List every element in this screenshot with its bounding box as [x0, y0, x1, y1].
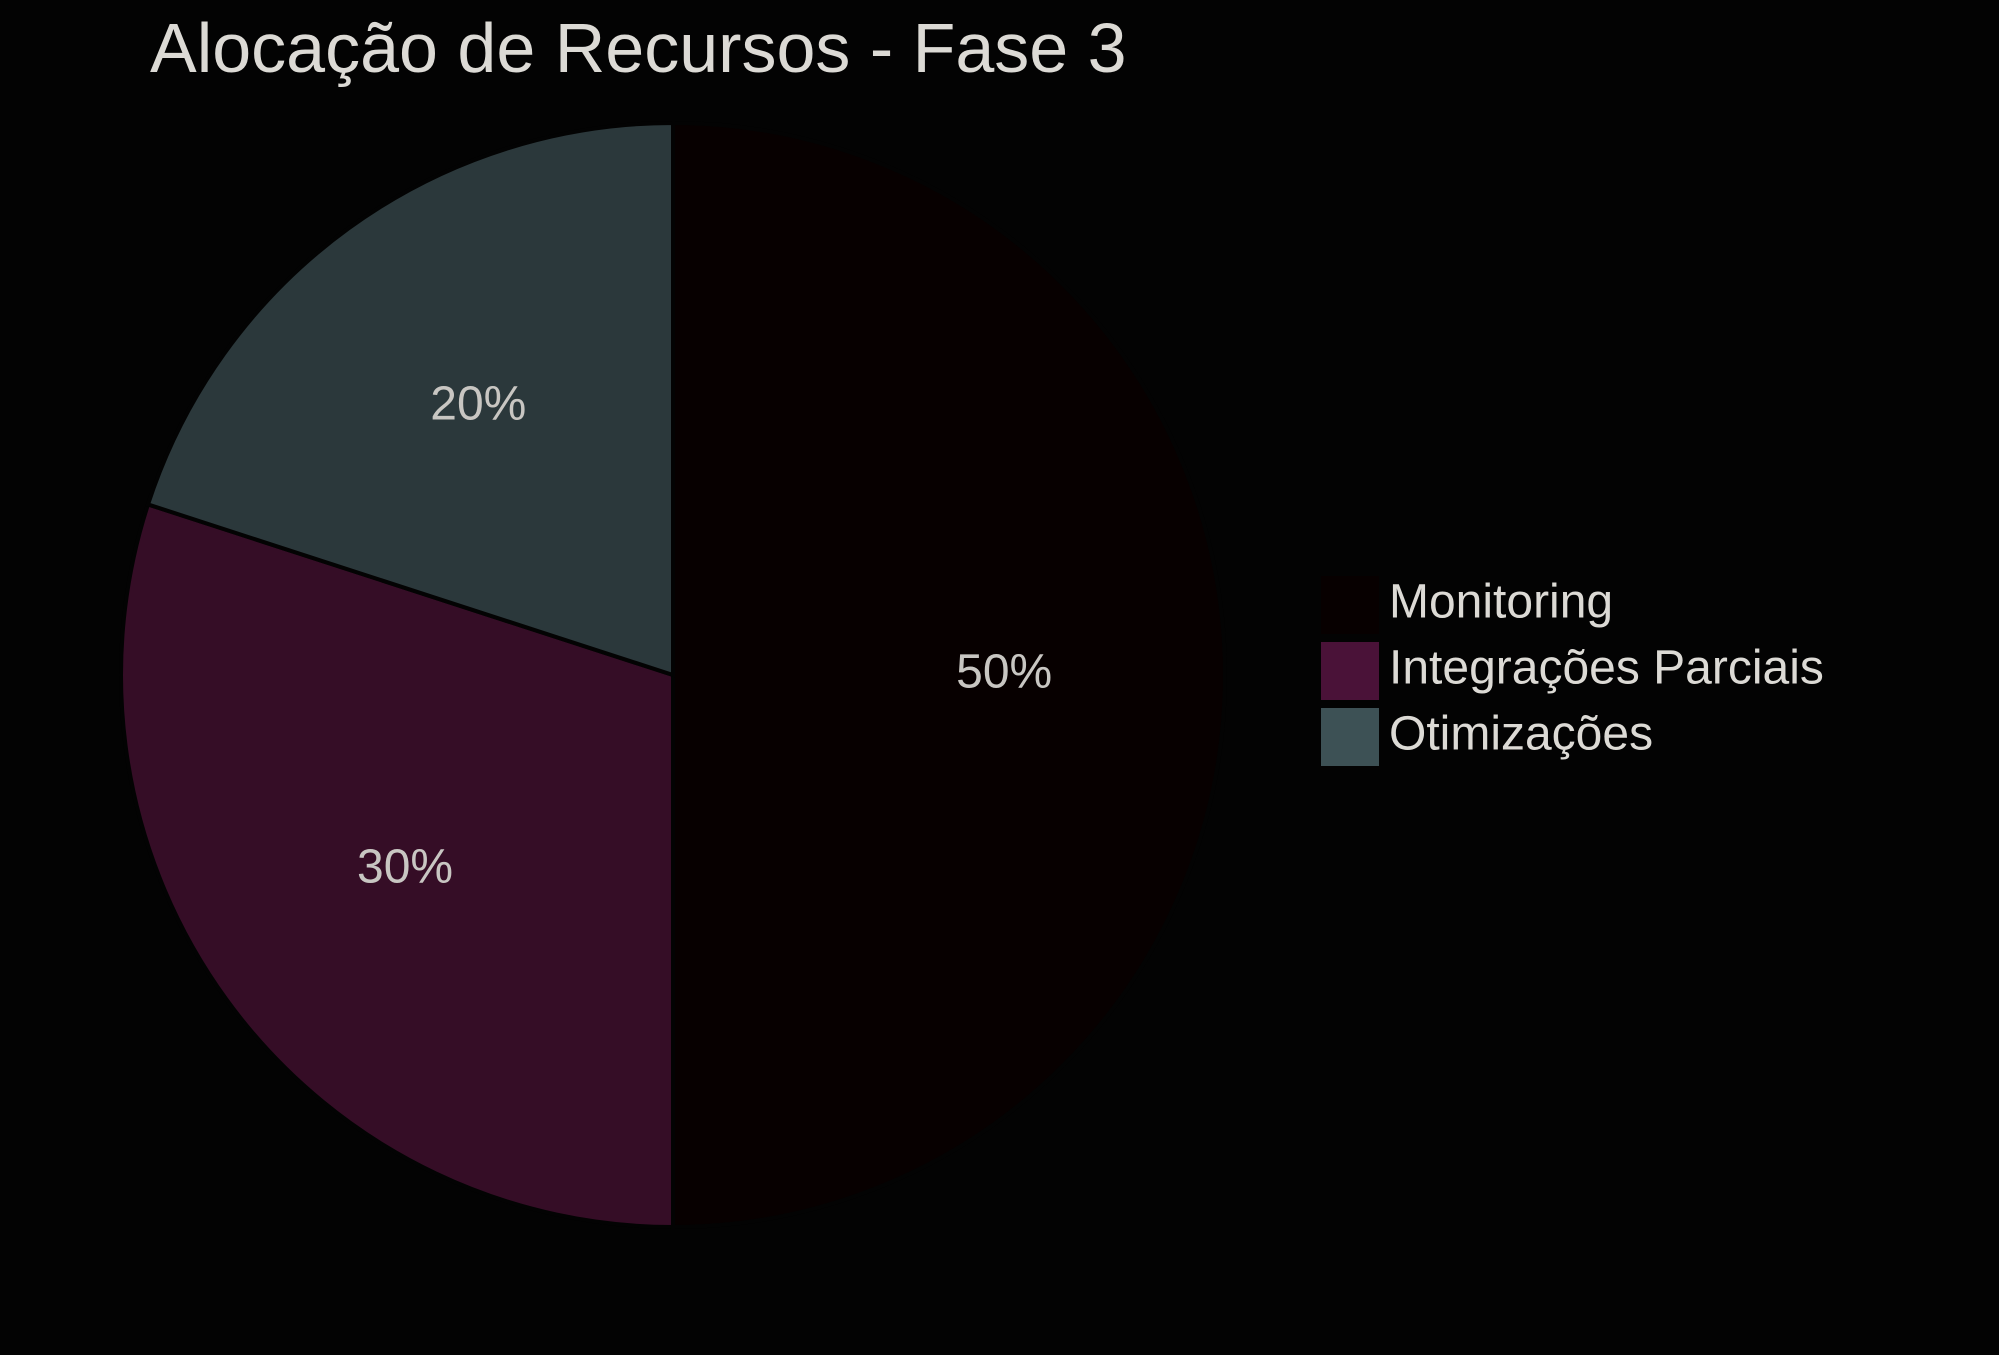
slice-label-otimizacoes: 20% — [430, 378, 526, 431]
pie-slice-otimizacoes — [145, 120, 675, 678]
slice-label-monitoring: 50% — [956, 646, 1052, 699]
legend-swatch-integracoes-parciais — [1321, 642, 1379, 700]
pie-slice-monitoring — [671, 120, 1227, 1230]
legend-swatch-monitoring — [1321, 576, 1379, 634]
pie-slices — [119, 120, 1227, 1230]
legend-label-otimizacoes: Otimizações — [1389, 708, 1653, 761]
pie-slice-integracoes-parciais — [119, 501, 675, 1230]
legend-label-monitoring: Monitoring — [1389, 576, 1613, 629]
slice-labels: 50% 30% 20% — [357, 378, 1052, 894]
legend-swatch-otimizacoes — [1321, 708, 1379, 766]
slice-label-integracoes-parciais: 30% — [357, 840, 453, 893]
legend: Monitoring Integrações Parciais Otimizaçõe… — [1321, 576, 1824, 766]
legend-label-integracoes-parciais: Integrações Parciais — [1389, 642, 1824, 695]
chart-title: Alocação de Recursos - Fase 3 — [150, 9, 1127, 87]
